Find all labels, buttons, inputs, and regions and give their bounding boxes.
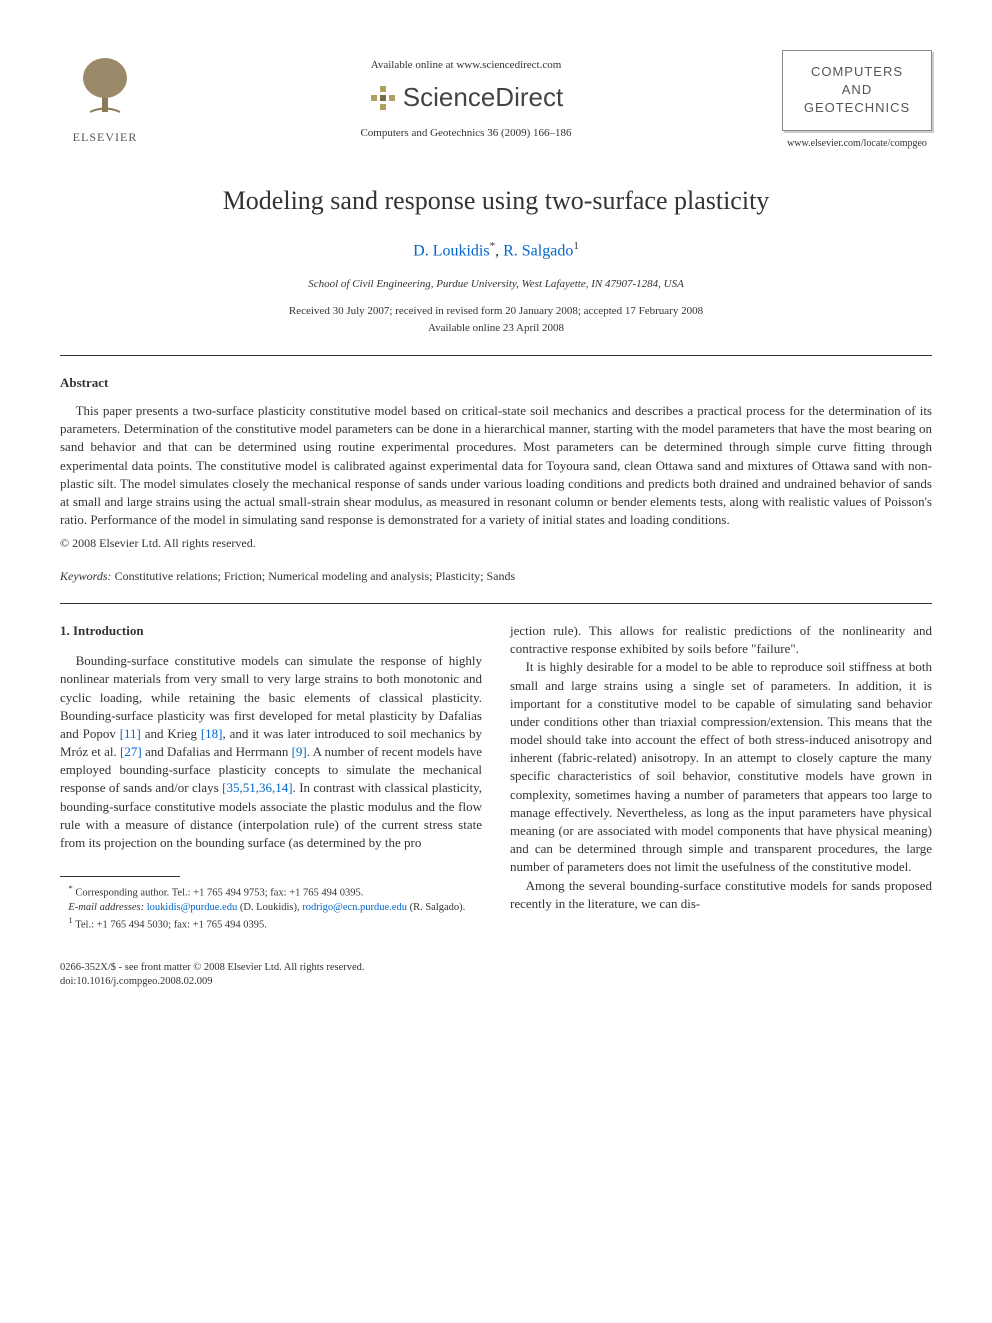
journal-title-box: COMPUTERS AND GEOTECHNICS [782,50,932,131]
author-separator: , [495,242,503,259]
right-column: jection rule). This allows for realistic… [510,622,932,933]
keywords-label: Keywords: [60,569,112,583]
affiliation: School of Civil Engineering, Purdue Univ… [60,277,932,292]
email-label: E-mail addresses: [68,902,144,913]
page-header: ELSEVIER Available online at www.science… [60,50,932,151]
keywords: Keywords: Constitutive relations; Fricti… [60,568,932,585]
journal-box-line: GEOTECHNICS [789,99,925,117]
journal-box: COMPUTERS AND GEOTECHNICS www.elsevier.c… [782,50,932,151]
footnote-text: Corresponding author. Tel.: +1 765 494 9… [75,888,363,899]
sciencedirect-icon [369,84,397,112]
body-text: and Dafalias and Herrmann [142,744,292,759]
elsevier-logo: ELSEVIER [60,50,150,146]
body-paragraph: It is highly desirable for a model to be… [510,658,932,876]
body-paragraph: jection rule). This allows for realistic… [510,622,932,658]
section-heading: 1. Introduction [60,622,482,640]
keywords-list: Constitutive relations; Friction; Numeri… [112,569,516,583]
journal-box-line: AND [789,81,925,99]
footnote-tel: 1 Tel.: +1 765 494 5030; fax: +1 765 494… [60,915,482,933]
dates-online: Available online 23 April 2008 [60,321,932,336]
footnote-marker: 1 [68,915,72,925]
center-header: Available online at www.sciencedirect.co… [150,50,782,141]
footnote-marker: * [68,883,72,893]
footnote-divider [60,876,180,877]
authors: D. Loukidis*, R. Salgado1 [60,239,932,263]
abstract-copyright: © 2008 Elsevier Ltd. All rights reserved… [60,535,932,552]
reference-link[interactable]: [35,51,36,14] [222,780,292,795]
body-paragraph: Bounding-surface constitutive models can… [60,652,482,852]
elsevier-label: ELSEVIER [60,129,150,146]
article-title: Modeling sand response using two-surface… [60,183,932,219]
reference-link[interactable]: [18] [201,726,223,741]
abstract-body: This paper presents a two-surface plasti… [60,402,932,529]
body-paragraph: Among the several bounding-surface const… [510,877,932,913]
available-online-text: Available online at www.sciencedirect.co… [150,58,782,73]
reference-link[interactable]: [11] [120,726,141,741]
sciencedirect-logo: ScienceDirect [150,79,782,115]
reference-link[interactable]: [27] [120,744,142,759]
body-columns: 1. Introduction Bounding-surface constit… [60,622,932,933]
email-link[interactable]: loukidis@purdue.edu [147,902,237,913]
author-marker: 1 [573,240,579,252]
journal-url: www.elsevier.com/locate/compgeo [782,137,932,151]
email-link[interactable]: rodrigo@ecn.purdue.edu [302,902,407,913]
email-name: (D. Loukidis), [237,902,302,913]
email-name: (R. Salgado). [407,902,465,913]
abstract-heading: Abstract [60,374,932,392]
author-link[interactable]: R. Salgado [503,242,573,259]
footnote-text: Tel.: +1 765 494 5030; fax: +1 765 494 0… [75,920,267,931]
citation-text: Computers and Geotechnics 36 (2009) 166–… [150,126,782,141]
footer-doi: doi:10.1016/j.compgeo.2008.02.009 [60,975,365,990]
left-column: 1. Introduction Bounding-surface constit… [60,622,482,933]
reference-link[interactable]: [9] [292,744,307,759]
page-footer: 0266-352X/$ - see front matter © 2008 El… [60,961,932,990]
footnote-corresponding: * Corresponding author. Tel.: +1 765 494… [60,883,482,901]
footer-issn: 0266-352X/$ - see front matter © 2008 El… [60,961,365,976]
body-text: and Krieg [141,726,201,741]
divider [60,603,932,604]
sciencedirect-text: ScienceDirect [403,79,563,115]
footnote-emails: E-mail addresses: loukidis@purdue.edu (D… [60,901,482,915]
author-link[interactable]: D. Loukidis [413,242,489,259]
journal-box-line: COMPUTERS [789,63,925,81]
divider [60,355,932,356]
footer-left: 0266-352X/$ - see front matter © 2008 El… [60,961,365,990]
dates-received: Received 30 July 2007; received in revis… [60,304,932,319]
elsevier-tree-icon [70,50,140,120]
